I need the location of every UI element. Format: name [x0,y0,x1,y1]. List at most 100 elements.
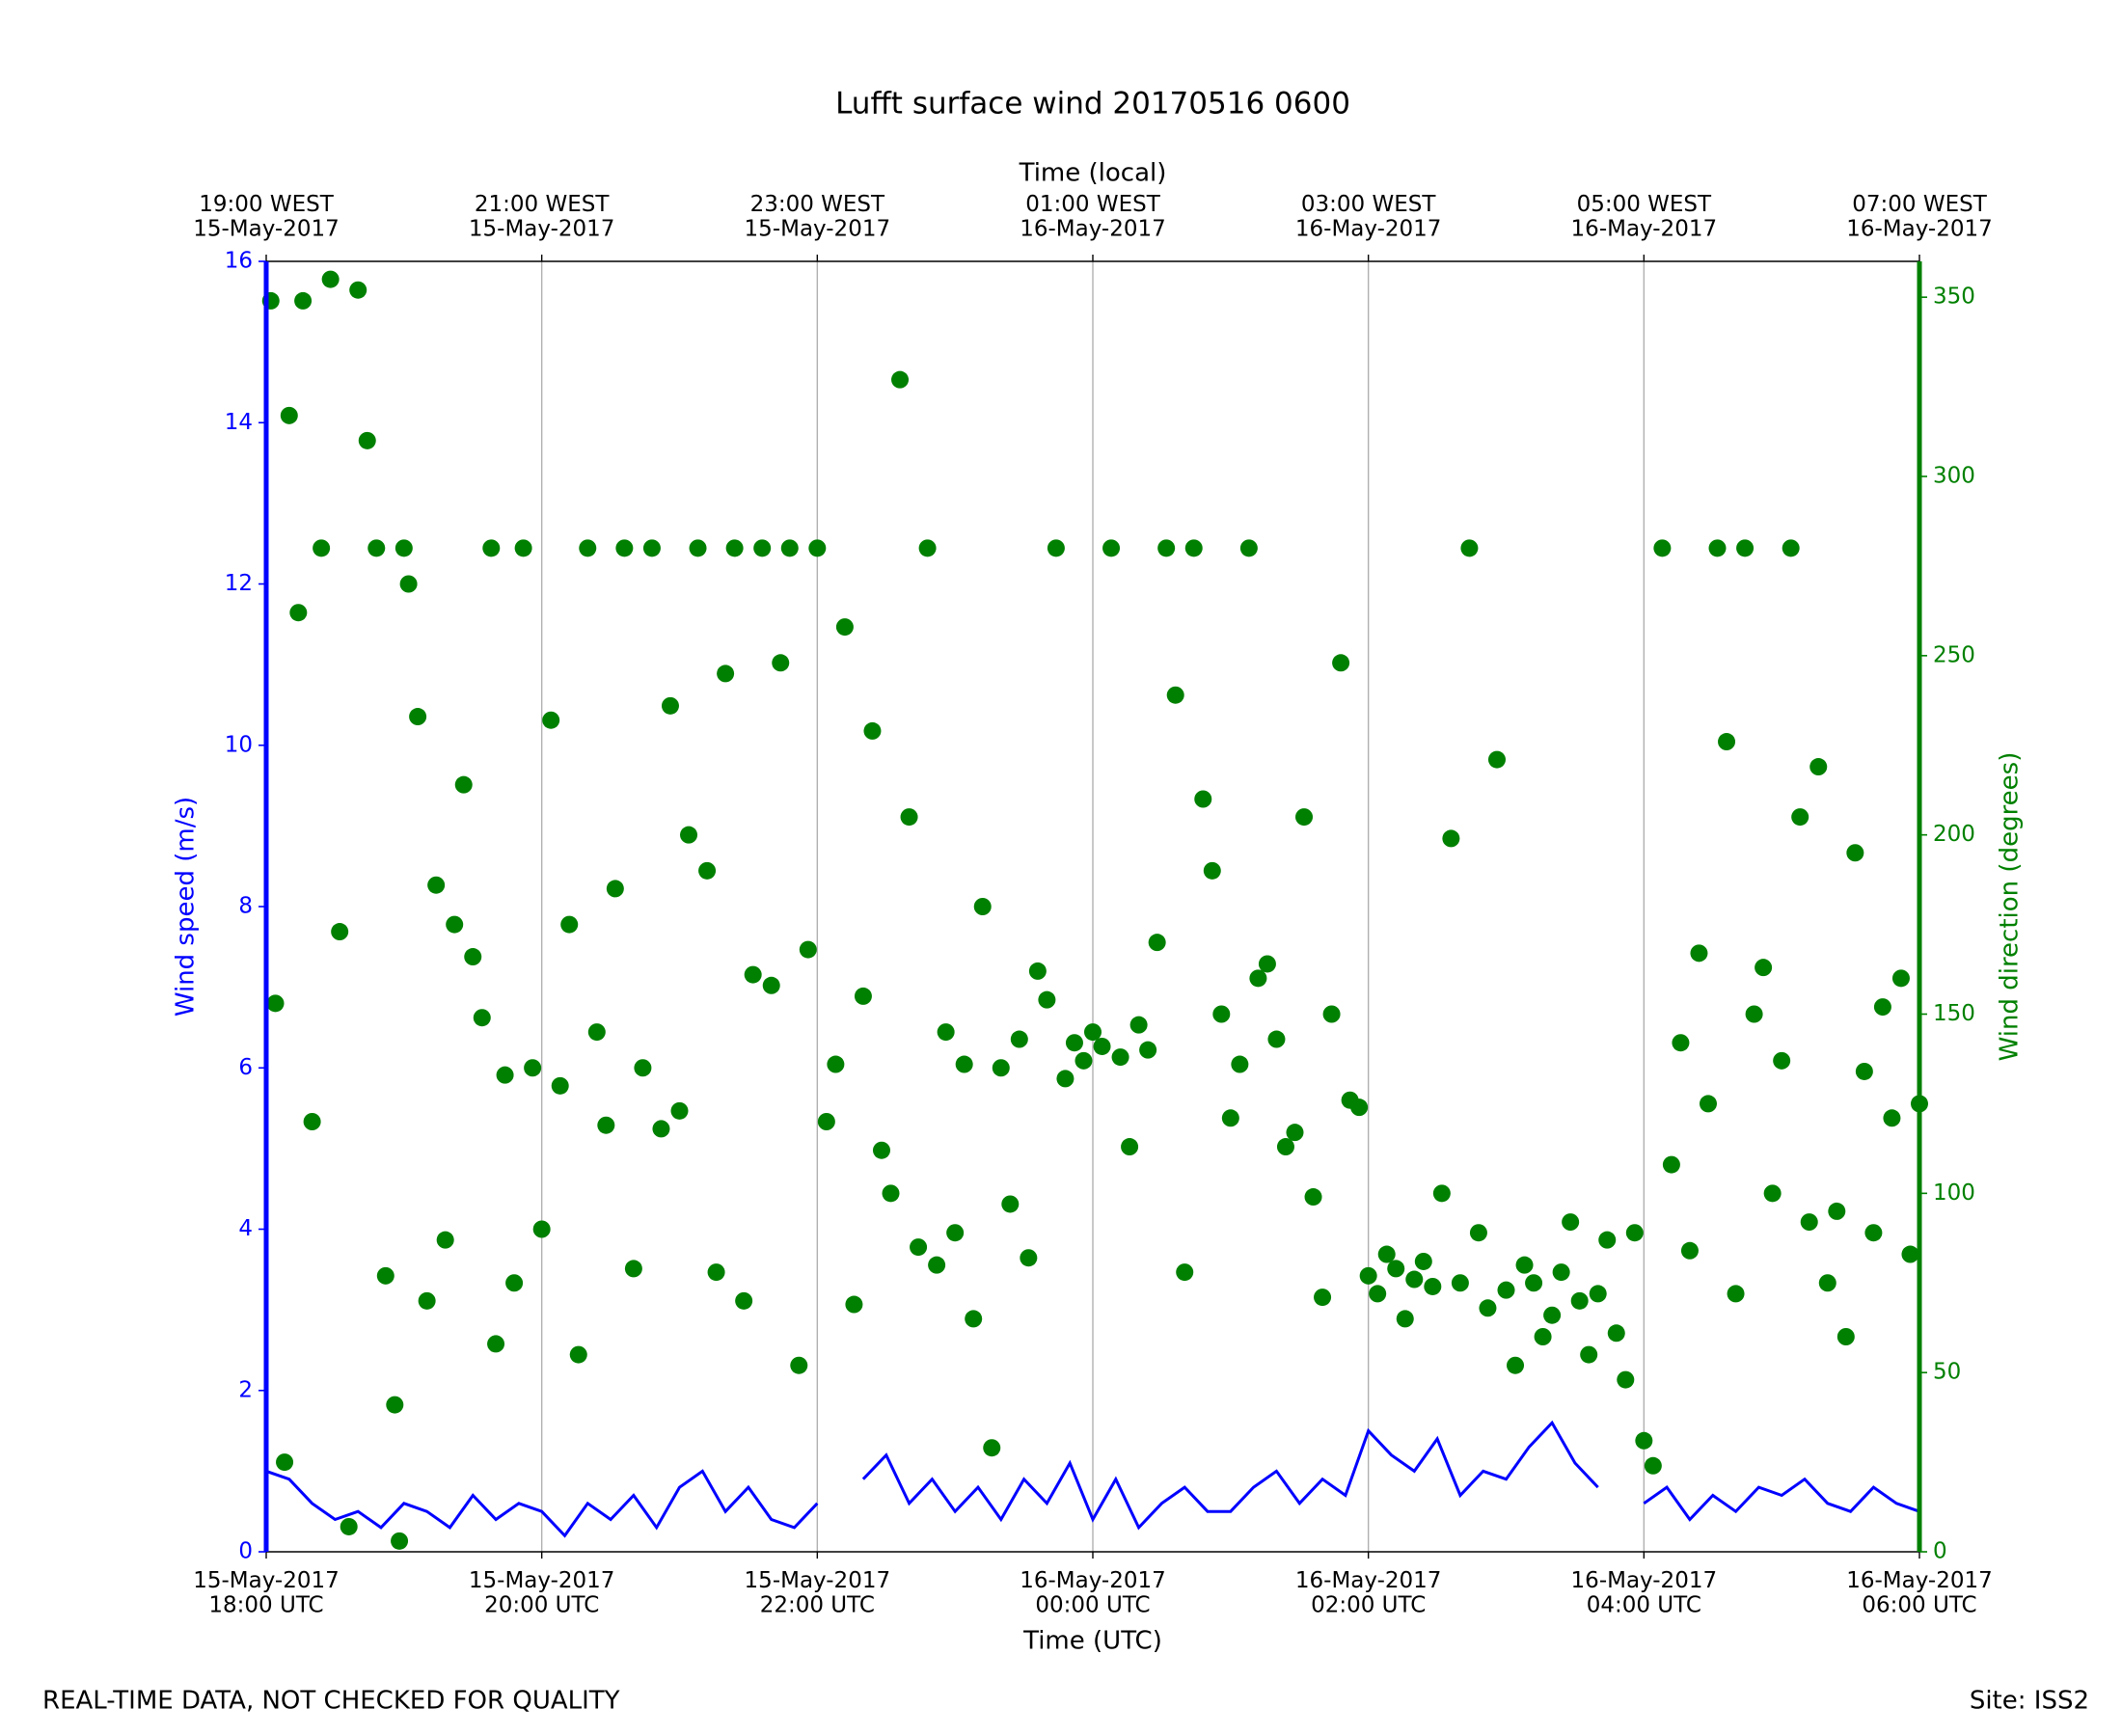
wind-direction-point [391,1532,409,1550]
wind-direction-point [1891,969,1910,988]
y-tick-label: 16 [225,249,253,274]
chart-title: Lufft surface wind 20170516 0600 [835,87,1350,122]
y-tick-label: 14 [225,410,253,435]
wind-direction-point [367,539,386,557]
wind-direction-point [1432,1184,1451,1203]
wind-direction-point [551,1076,569,1095]
wind-direction-point [606,880,624,898]
wind-direction-point [863,721,882,740]
wind-direction-point [1258,955,1276,973]
y2-tick-label: 350 [1933,285,1975,310]
wind-direction-point [532,1220,551,1238]
wind-direction-point [1727,1285,1745,1303]
wind-direction-point [1873,998,1891,1017]
wind-direction-point [358,431,376,449]
wind-direction-point [1763,1184,1782,1203]
y2-tick-label: 100 [1933,1180,1975,1206]
wind-direction-point [1607,1324,1625,1343]
y2-axis-label: Wind direction (degrees) [1996,752,2025,1062]
wind-direction-point [1635,1431,1653,1450]
wind-direction-point [790,1356,808,1374]
wind-direction-point [1194,790,1212,808]
wind-direction-point [266,994,285,1013]
wind-direction-point [1800,1213,1818,1232]
y-tick-label: 8 [238,894,253,919]
x-tick-label: 15-May-2017 22:00 UTC [745,1568,891,1617]
wind-direction-point [615,539,634,557]
wind-direction-point [1249,969,1267,988]
x-tick-label: 16-May-2017 04:00 UTC [1571,1568,1718,1617]
wind-direction-point [900,808,918,827]
y-tick-label: 4 [238,1216,253,1241]
wind-direction-point [725,539,744,557]
wind-direction-point [1589,1285,1607,1303]
wind-direction-point [280,406,298,424]
wind-direction-point [928,1256,946,1274]
wind-direction-point [1534,1328,1552,1345]
wind-direction-point [587,1023,606,1042]
wind-direction-point [1836,1328,1855,1345]
wind-direction-point [1093,1037,1111,1055]
wind-direction-point [1644,1456,1662,1475]
wind-direction-point [1221,1109,1239,1127]
wind-direction-point [1020,1249,1038,1267]
wind-direction-point [955,1055,973,1073]
wind-direction-point [524,1059,542,1077]
wind-direction-point [1662,1155,1680,1174]
wind-direction-point [1369,1285,1387,1303]
wind-direction-point [1515,1256,1534,1274]
wind-direction-point [399,575,418,593]
wind-direction-point [634,1059,652,1077]
wind-direction-point [717,665,735,683]
x2-tick-label: 21:00 WEST 15-May-2017 [469,192,615,241]
wind-direction-point [505,1274,524,1292]
wind-direction-point [349,281,367,299]
wind-direction-point [946,1224,965,1242]
wind-direction-point [707,1263,725,1282]
wind-direction-point [1184,539,1203,557]
wind-direction-point [1901,1245,1919,1263]
wind-direction-point [1102,539,1121,557]
wind-direction-point [661,696,679,715]
wind-direction-point [1286,1124,1304,1142]
wind-direction-point [436,1231,454,1249]
x2-tick-label: 05:00 WEST 16-May-2017 [1571,192,1718,241]
wind-direction-point [772,654,790,672]
x2-tick-label: 03:00 WEST 16-May-2017 [1295,192,1442,241]
wind-direction-point [799,940,817,959]
wind-direction-point [340,1517,358,1535]
wind-direction-point [1075,1051,1093,1070]
wind-direction-point [1001,1195,1020,1213]
wind-direction-point [1570,1291,1589,1310]
wind-direction-point [1791,808,1809,827]
wind-direction-point [1809,758,1828,776]
wind-direction-point [1625,1224,1644,1242]
wind-direction-point [1479,1299,1497,1317]
wind-direction-point [289,604,308,622]
wind-direction-point [652,1120,670,1138]
wind-direction-point [394,539,413,557]
wind-direction-point [496,1066,514,1084]
wind-direction-point [1047,539,1065,557]
wind-direction-point [1552,1263,1570,1282]
wind-direction-point [1304,1188,1322,1207]
x-tick-label: 16-May-2017 00:00 UTC [1020,1568,1166,1617]
wind-direction-point [1773,1051,1791,1070]
wind-direction-point [1148,934,1166,952]
y-tick-label: 10 [225,732,253,757]
wind-direction-point [597,1116,615,1134]
y2-tick-label: 0 [1933,1539,1947,1564]
wind-direction-point [1699,1095,1717,1113]
wind-direction-point [1580,1345,1598,1364]
y-tick-label: 2 [238,1377,253,1402]
wind-direction-point [276,1453,294,1472]
wind-direction-point [1718,733,1736,751]
wind-direction-point [845,1295,863,1314]
wind-direction-point [744,965,762,984]
y2-tick-label: 50 [1933,1360,1961,1385]
wind-direction-point [1295,808,1314,827]
wind-direction-point [642,539,661,557]
y2-tick-label: 200 [1933,822,1975,847]
wind-direction-point [1314,1288,1332,1307]
